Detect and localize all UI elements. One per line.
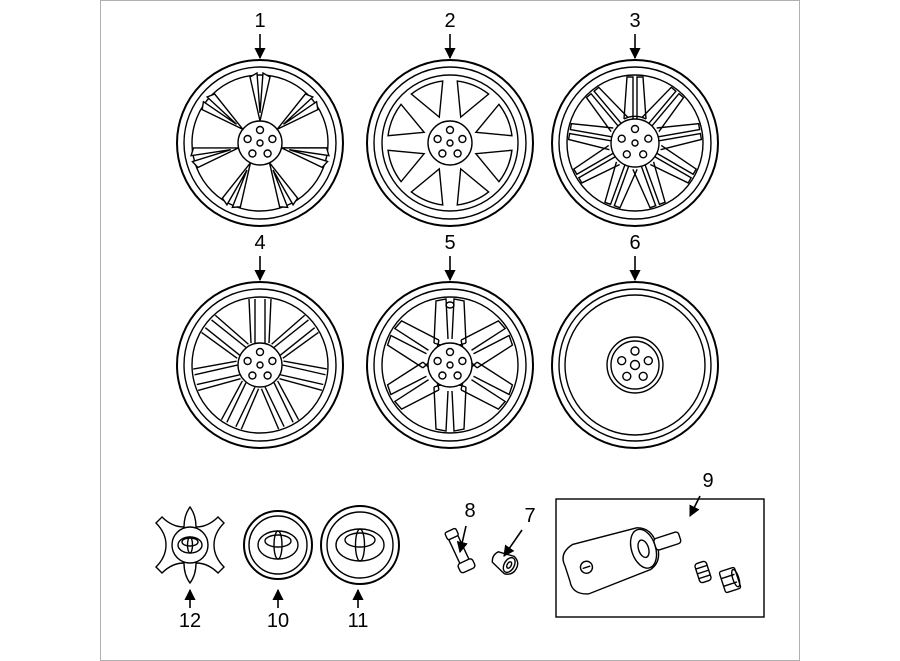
callout-label-8: 8: [450, 500, 490, 523]
wheel-5: [365, 280, 535, 450]
center-cap-10: [242, 509, 314, 581]
callout-label-3: 3: [615, 10, 655, 33]
wheel-3: [550, 58, 720, 228]
callout-label-12: 12: [170, 610, 210, 633]
callout-label-9: 9: [688, 470, 728, 493]
wheel-1: [175, 58, 345, 228]
callout-label-1: 1: [240, 10, 280, 33]
wheel-6-spare: [550, 280, 720, 450]
callout-label-11: 11: [338, 610, 378, 633]
center-cap-12: [150, 505, 230, 585]
callout-label-10: 10: [258, 610, 298, 633]
callout-label-4: 4: [240, 232, 280, 255]
callout-label-5: 5: [430, 232, 470, 255]
wheel-4: [175, 280, 345, 450]
center-cap-11: [319, 504, 401, 586]
valve-grommet-7: [484, 542, 524, 582]
valve-stem-8: [436, 524, 486, 584]
callout-label-6: 6: [615, 232, 655, 255]
tpms-assembly-9: [555, 498, 765, 618]
callout-label-7: 7: [510, 505, 550, 528]
callout-label-2: 2: [430, 10, 470, 33]
wheel-2: [365, 58, 535, 228]
